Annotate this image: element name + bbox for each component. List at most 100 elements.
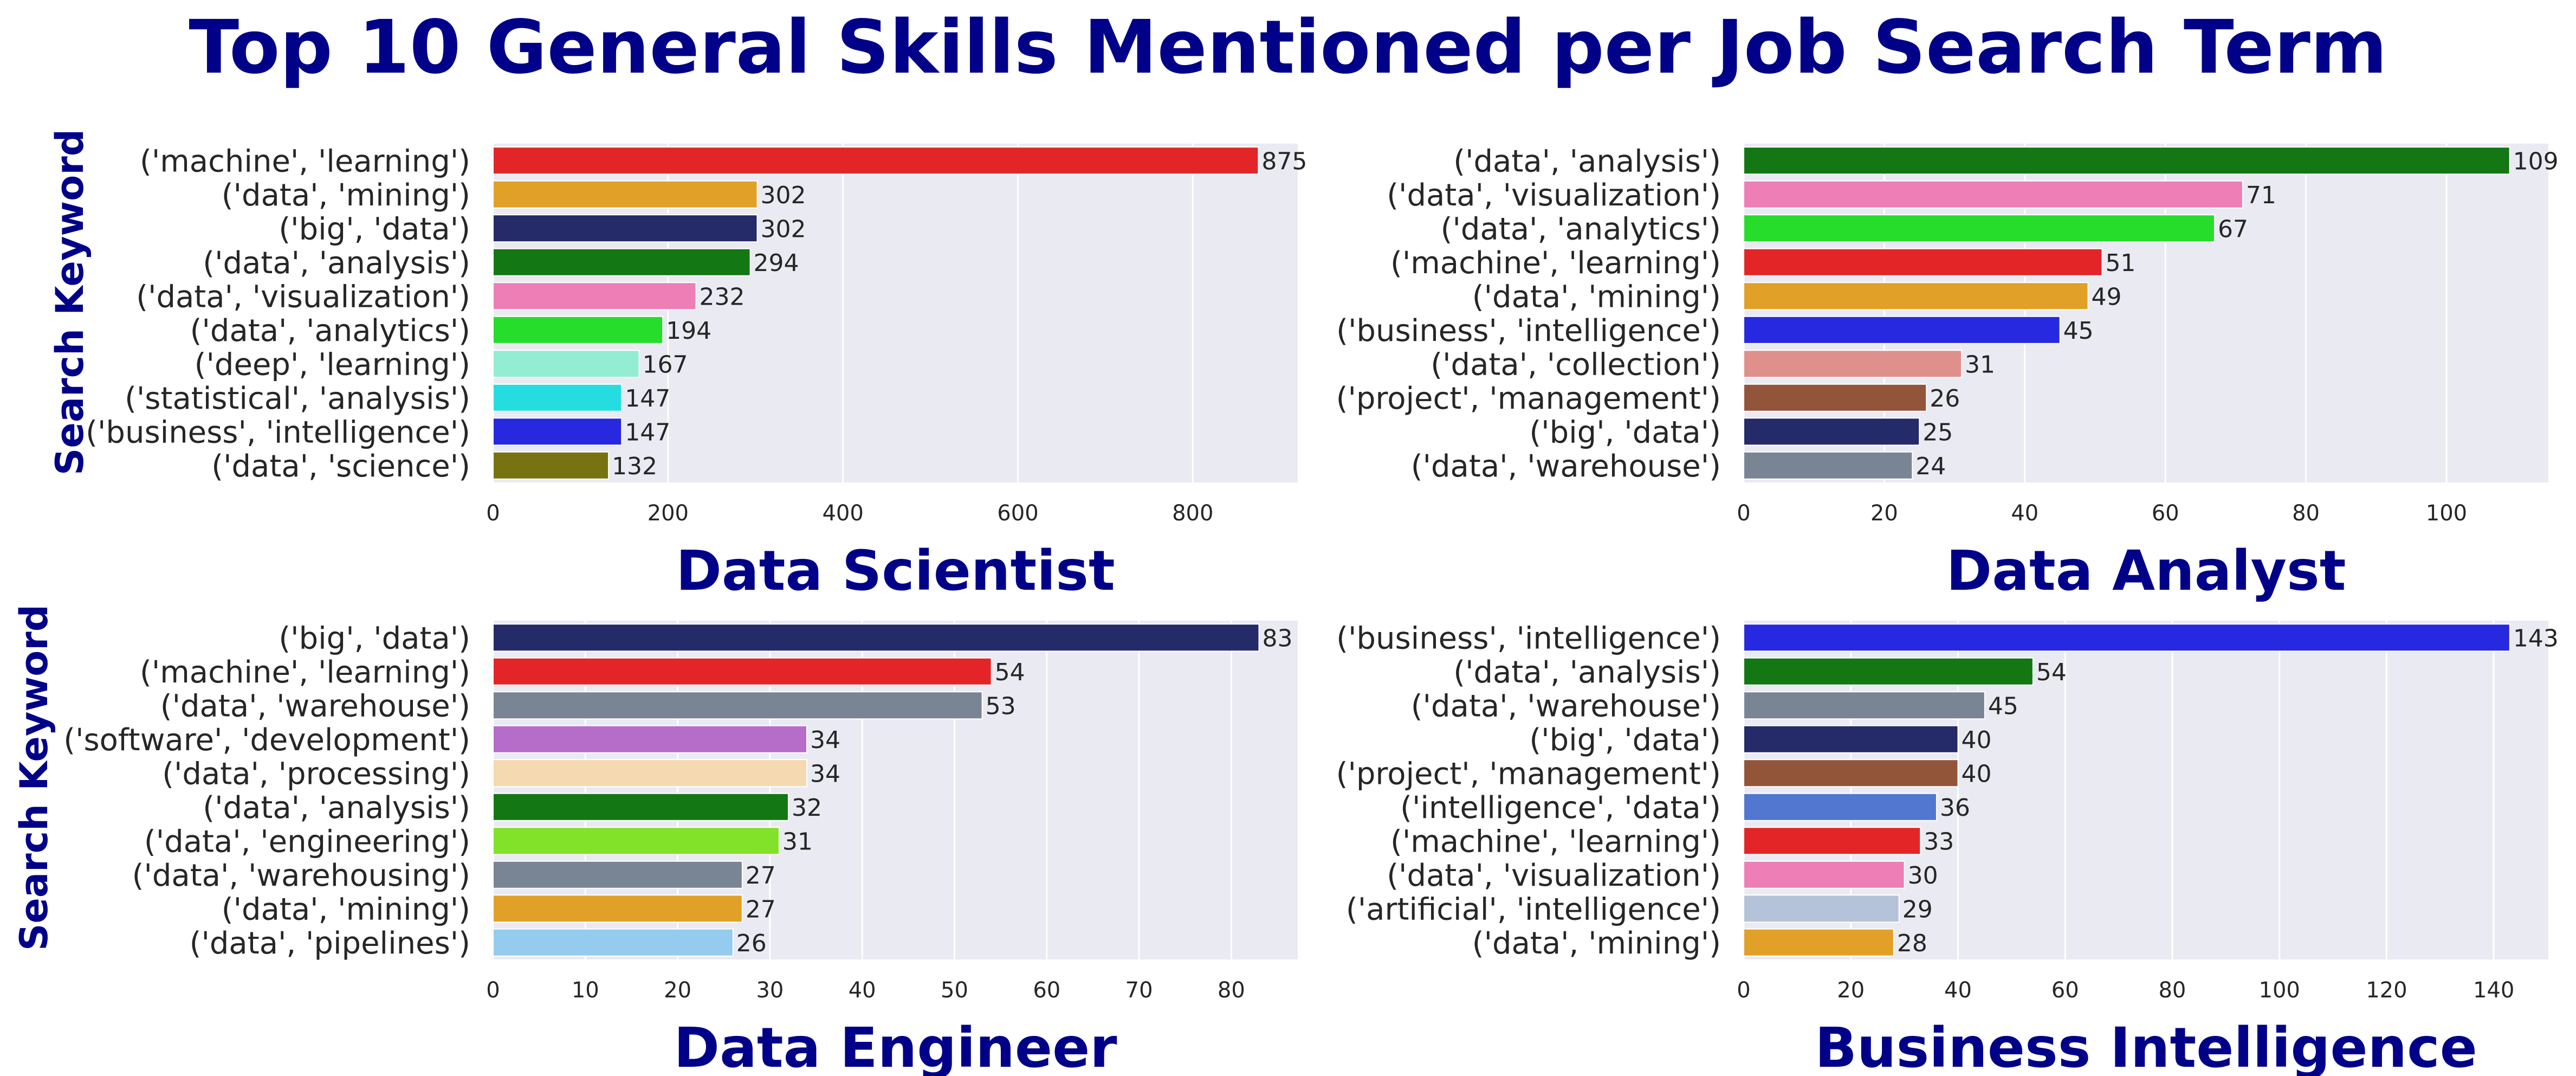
bar xyxy=(1743,315,2061,344)
x-tick-label: 40 xyxy=(1944,978,1972,1003)
bar-value-label: 36 xyxy=(1940,794,1970,822)
bar xyxy=(493,214,758,243)
y-tick-label: ('machine', 'learning') xyxy=(140,655,470,690)
chart-title: Top 10 General Skills Mentioned per Job … xyxy=(189,5,2387,91)
y-tick-label: ('data', 'pipelines') xyxy=(190,926,470,961)
y-tick-label: ('data', 'mining') xyxy=(1472,279,1721,314)
bar xyxy=(1743,451,1913,480)
y-tick-label: ('big', 'data') xyxy=(1529,415,1721,450)
bar-value-label: 45 xyxy=(1988,692,2018,720)
bar xyxy=(1743,146,2510,175)
bar-value-label: 302 xyxy=(760,215,806,243)
y-tick-label: ('machine', 'learning') xyxy=(1390,824,1721,859)
x-tick-label: 120 xyxy=(2366,978,2407,1003)
bar xyxy=(1743,691,1985,720)
y-tick-label: ('data', 'engineering') xyxy=(144,824,470,859)
bar-value-label: 109 xyxy=(2513,147,2559,175)
x-tick-label: 40 xyxy=(849,978,876,1003)
y-tick-label: ('data', 'processing') xyxy=(162,756,470,791)
y-tick-label: ('big', 'data') xyxy=(1529,723,1721,758)
bar-value-label: 132 xyxy=(612,453,657,480)
y-tick-label: ('data', 'visualization') xyxy=(136,279,470,314)
bar xyxy=(1743,282,2089,311)
bar xyxy=(1743,725,1959,753)
x-tick-label: 0 xyxy=(1737,978,1750,1003)
bar-value-label: 302 xyxy=(760,182,806,209)
subplot-title: Data Analyst xyxy=(1946,539,2346,603)
bar xyxy=(493,417,623,446)
bar-value-label: 32 xyxy=(792,794,822,822)
bar-value-label: 45 xyxy=(2063,317,2094,345)
bar xyxy=(493,315,664,344)
y-tick-label: ('data', 'mining') xyxy=(222,892,470,927)
subplot-title: Data Scientist xyxy=(676,539,1115,603)
bar-value-label: 27 xyxy=(746,895,776,923)
bar xyxy=(493,657,992,686)
x-tick-label: 80 xyxy=(1218,978,1245,1003)
bar-value-label: 49 xyxy=(2092,283,2122,311)
bar-value-label: 167 xyxy=(643,351,688,378)
bar-value-label: 71 xyxy=(2246,182,2276,209)
y-tick-label: ('intelligence', 'data') xyxy=(1400,790,1721,826)
bar xyxy=(1743,792,1937,821)
y-tick-label: ('data', 'warehouse') xyxy=(1411,688,1721,724)
bar xyxy=(493,451,610,480)
bar-value-label: 67 xyxy=(2218,215,2248,243)
bar-value-label: 194 xyxy=(666,317,711,345)
y-tick-label: ('data', 'mining') xyxy=(1472,926,1721,961)
bar xyxy=(1743,248,2103,276)
x-tick-label: 60 xyxy=(2152,501,2179,526)
bar xyxy=(1743,759,1959,788)
bar-value-label: 31 xyxy=(782,828,813,855)
bar xyxy=(493,350,640,378)
bar xyxy=(1743,860,1905,889)
bar-value-label: 54 xyxy=(995,659,1025,686)
bar xyxy=(493,725,808,753)
y-tick-label: ('data', 'science') xyxy=(211,449,470,484)
y-tick-label: ('data', 'analytics') xyxy=(1441,211,1721,247)
y-tick-label: ('artificial', 'intelligence') xyxy=(1346,892,1721,927)
bar-value-label: 147 xyxy=(625,418,670,446)
bar-value-label: 875 xyxy=(1261,147,1307,175)
bar-value-label: 83 xyxy=(1262,624,1292,652)
y-tick-label: ('statistical', 'analysis') xyxy=(125,381,470,416)
bar xyxy=(493,860,743,889)
y-tick-label: ('data', 'collection') xyxy=(1431,347,1721,382)
bar-value-label: 147 xyxy=(625,385,670,413)
bar xyxy=(493,248,751,276)
bar-value-label: 51 xyxy=(2105,249,2135,277)
y-tick-label: ('data', 'warehouse') xyxy=(1411,449,1721,484)
y-tick-label: ('data', 'analytics') xyxy=(190,313,470,349)
x-tick-label: 800 xyxy=(1172,501,1213,526)
x-tick-label: 600 xyxy=(997,501,1038,526)
x-tick-label: 400 xyxy=(822,501,863,526)
bar xyxy=(1743,827,1921,855)
bar xyxy=(493,383,623,412)
x-tick-label: 30 xyxy=(756,978,784,1003)
x-tick-label: 0 xyxy=(1737,501,1750,526)
y-tick-label: ('project', 'management') xyxy=(1336,756,1721,791)
bar xyxy=(493,792,789,821)
bar-value-label: 40 xyxy=(1961,760,1991,788)
x-tick-label: 50 xyxy=(941,978,968,1003)
y-tick-label: ('data', 'warehousing') xyxy=(132,858,470,893)
bar-value-label: 40 xyxy=(1961,726,1991,754)
bar-value-label: 53 xyxy=(986,692,1016,720)
bar xyxy=(1743,623,2510,652)
bar xyxy=(493,691,983,720)
x-tick-label: 200 xyxy=(648,501,689,526)
y-tick-label: ('data', 'analysis') xyxy=(1453,655,1721,690)
y-tick-label: ('data', 'warehouse') xyxy=(160,688,470,724)
bar xyxy=(493,894,743,923)
y-tick-label: ('deep', 'learning') xyxy=(195,347,470,382)
bar xyxy=(493,759,808,788)
bar xyxy=(493,827,780,855)
x-tick-label: 0 xyxy=(486,501,500,526)
y-tick-label: ('data', 'visualization') xyxy=(1387,858,1721,893)
bar xyxy=(1743,180,2243,209)
y-tick-label: ('data', 'analysis') xyxy=(203,246,470,281)
subplot-title: Data Engineer xyxy=(674,1016,1117,1076)
bar-value-label: 33 xyxy=(1924,828,1954,855)
